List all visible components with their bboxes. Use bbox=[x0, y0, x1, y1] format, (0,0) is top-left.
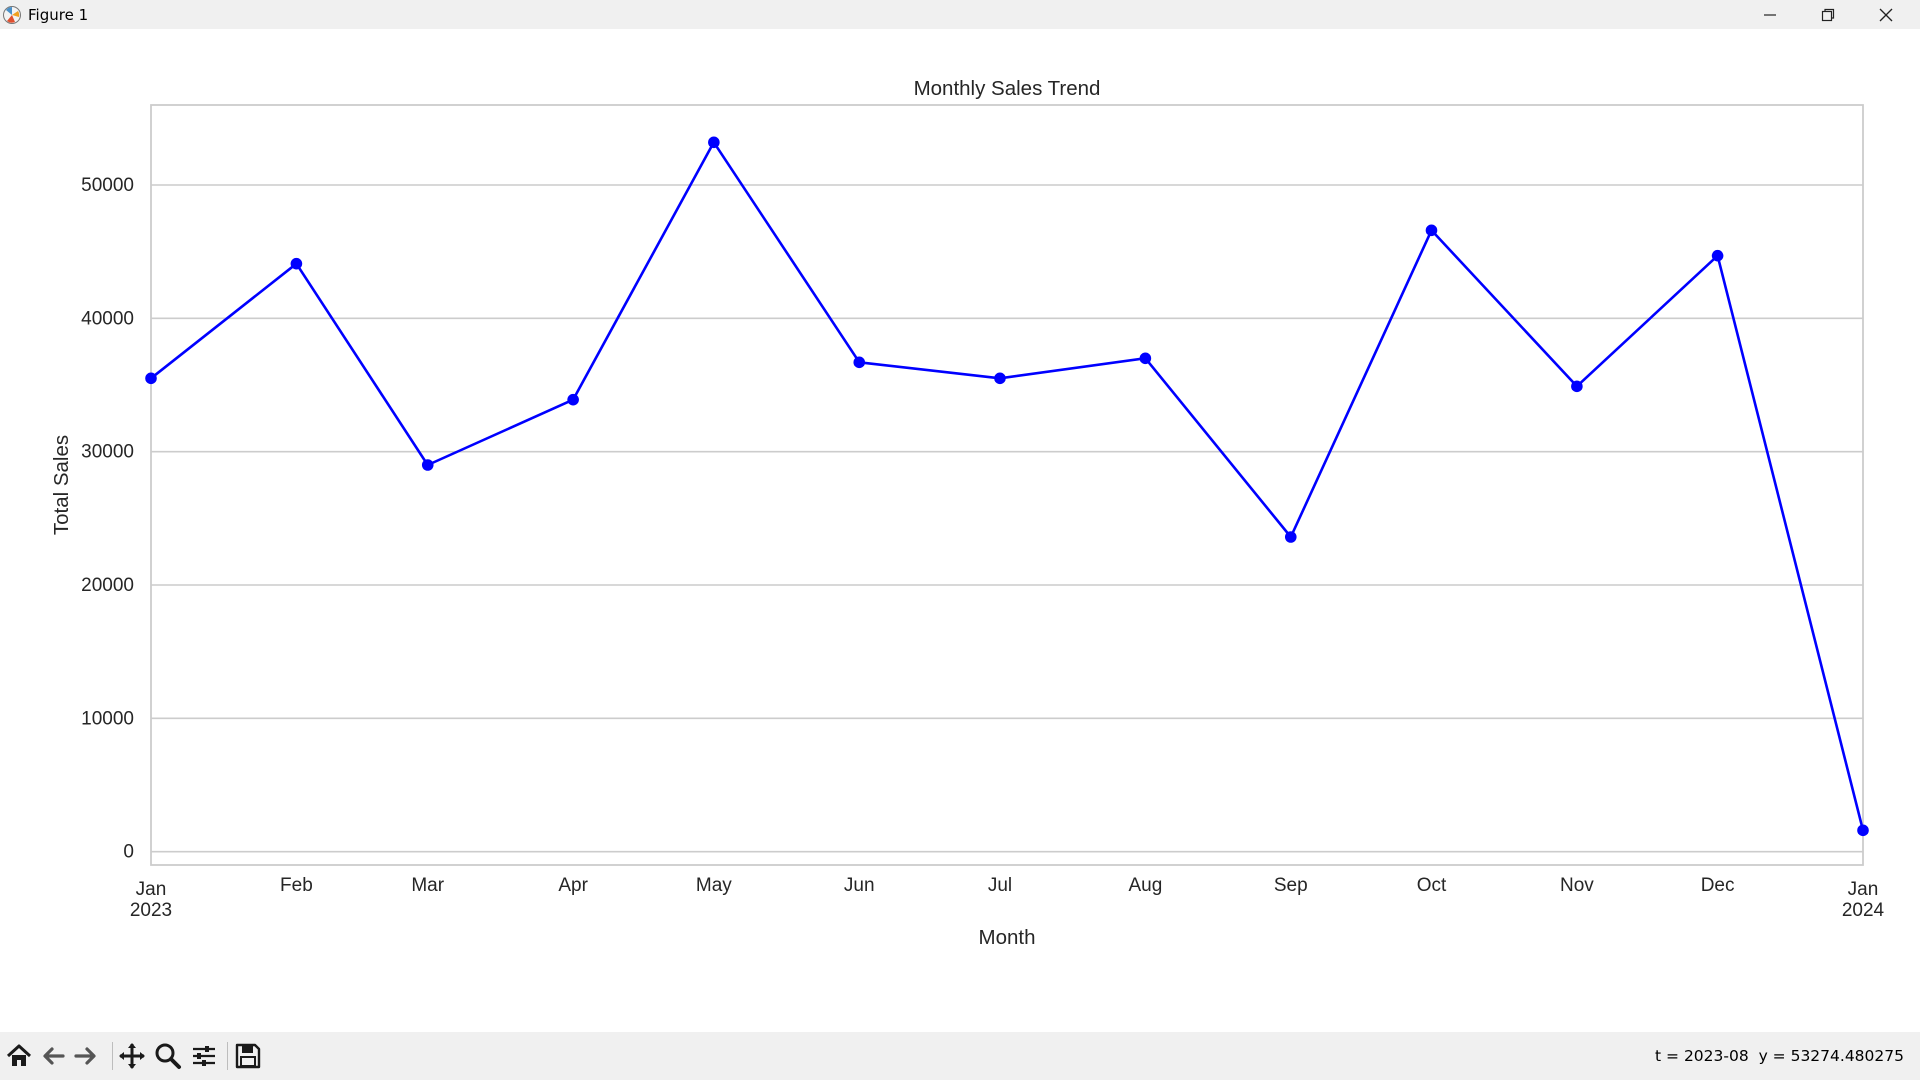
save-button[interactable] bbox=[233, 1041, 263, 1071]
y-tick-label: 20000 bbox=[81, 575, 134, 596]
title-bar: Figure 1 bbox=[0, 0, 1920, 29]
close-icon bbox=[1879, 8, 1893, 22]
x-tick-label: Apr bbox=[558, 875, 588, 896]
minimize-icon bbox=[1764, 14, 1776, 16]
toolbar-separator bbox=[112, 1042, 113, 1070]
data-point-marker bbox=[1284, 531, 1297, 543]
data-point-marker bbox=[1857, 824, 1869, 837]
y-tick-label: 30000 bbox=[81, 442, 134, 463]
y-tick-label: 10000 bbox=[81, 708, 134, 729]
matplotlib-logo-icon bbox=[3, 6, 21, 24]
window-title: Figure 1 bbox=[28, 6, 89, 24]
data-point-marker bbox=[145, 372, 157, 385]
chart-title: Monthly Sales Trend bbox=[914, 77, 1101, 100]
data-point-marker bbox=[1571, 380, 1583, 393]
plot-frame bbox=[150, 104, 1864, 866]
data-point-marker bbox=[1425, 224, 1438, 237]
data-point-marker bbox=[708, 136, 720, 149]
pan-icon bbox=[119, 1043, 145, 1069]
y-tick-label: 50000 bbox=[81, 175, 134, 196]
x-tick-label: Feb bbox=[280, 875, 313, 896]
configure-subplots-button[interactable] bbox=[189, 1041, 219, 1071]
x-tick-label: May bbox=[696, 875, 732, 896]
minimize-button[interactable] bbox=[1741, 0, 1799, 29]
home-icon bbox=[6, 1044, 32, 1066]
back-button[interactable] bbox=[38, 1041, 68, 1071]
line-chart: 0 10000 20000 30000 40000 50000 Jan 2023 Feb Mar A… bbox=[50, 77, 1885, 949]
restore-icon bbox=[1821, 8, 1835, 22]
home-button[interactable] bbox=[4, 1041, 34, 1071]
x-tick-label: Dec bbox=[1701, 875, 1735, 896]
x-tick-label: Jan 2023 bbox=[130, 879, 172, 921]
zoom-button[interactable] bbox=[153, 1041, 183, 1071]
toolbar-separator bbox=[227, 1042, 228, 1070]
x-tick-label: Nov bbox=[1560, 875, 1594, 896]
data-point-marker bbox=[853, 356, 866, 369]
x-tick-label: Jan 2024 bbox=[1842, 879, 1885, 921]
cursor-position-readout: t = 2023-08 y = 53274.480275 bbox=[1655, 1047, 1904, 1065]
forward-button[interactable] bbox=[71, 1041, 101, 1071]
x-tick-label: Aug bbox=[1128, 875, 1162, 896]
sales-line bbox=[150, 141, 1865, 831]
navigation-toolbar: t = 2023-08 y = 53274.480275 bbox=[0, 1032, 1920, 1080]
save-icon bbox=[235, 1043, 261, 1069]
restore-button[interactable] bbox=[1799, 0, 1857, 29]
back-icon bbox=[43, 1047, 65, 1065]
zoom-icon bbox=[155, 1043, 181, 1069]
data-point-marker bbox=[994, 372, 1006, 385]
x-tick-label: Jun bbox=[844, 875, 875, 896]
x-tick-label: Jul bbox=[988, 875, 1012, 896]
data-point-marker bbox=[567, 393, 579, 406]
x-tick-label: Sep bbox=[1274, 875, 1308, 896]
data-point-marker bbox=[290, 257, 303, 270]
y-tick-label: 0 bbox=[123, 842, 134, 863]
x-tick-label: Oct bbox=[1417, 875, 1447, 896]
y-tick-label: 40000 bbox=[81, 308, 134, 329]
close-button[interactable] bbox=[1857, 0, 1915, 29]
data-point-marker bbox=[1139, 352, 1152, 365]
y-axis-label: Total Sales bbox=[50, 435, 73, 535]
x-axis-label: Month bbox=[979, 926, 1036, 949]
data-point-marker bbox=[421, 459, 434, 471]
figure-canvas[interactable]: 0 10000 20000 30000 40000 50000 Jan 2023 Feb Mar A… bbox=[0, 29, 1920, 1032]
forward-icon bbox=[74, 1047, 96, 1065]
pan-button[interactable] bbox=[117, 1041, 147, 1071]
x-tick-label: Mar bbox=[411, 875, 444, 896]
data-point-marker bbox=[1711, 249, 1724, 262]
configure-subplots-icon bbox=[193, 1046, 215, 1066]
